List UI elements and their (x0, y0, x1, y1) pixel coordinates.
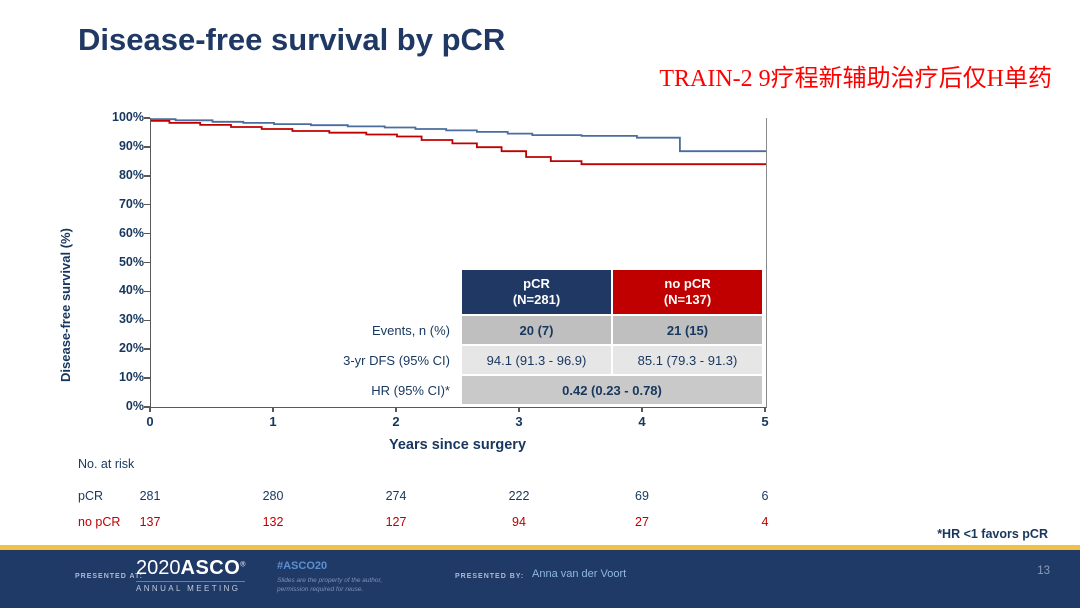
km-curve-pCR (151, 118, 766, 153)
asco-logo-reg: ® (240, 561, 246, 569)
asco-logo: 2020ASCO® ANNUAL MEETING (136, 557, 246, 593)
results-events-nopcr: 21 (15) (613, 316, 762, 344)
risk-value-no-pCR-yr1: 132 (262, 515, 284, 529)
results-row-dfs-label: 3-yr DFS (95% CI) (343, 352, 450, 368)
annotation-chinese: TRAIN-2 9疗程新辅助治疗后仅H单药 (659, 66, 1052, 92)
y-tick-label: 60% (118, 225, 144, 240)
results-header-nopcr-title: no pCR (664, 275, 711, 291)
risk-value-pCR-yr5: 6 (761, 489, 769, 503)
results-table: pCR (N=281) no pCR (N=137) Events, n (%)… (330, 270, 762, 404)
results-events-pcr: 20 (7) (462, 316, 611, 344)
y-tick-label: 50% (118, 254, 144, 269)
x-tick-label: 0 (146, 414, 154, 429)
risk-value-pCR-yr4: 69 (635, 489, 649, 503)
page-title: Disease-free survival by pCR (78, 22, 506, 57)
risk-value-pCR-yr0: 281 (139, 489, 161, 503)
risk-table-title: No. at risk (78, 457, 135, 471)
footer-disclaimer-line2: permission required for reuse. (277, 586, 364, 594)
results-header-nopcr: no pCR (N=137) (613, 270, 762, 314)
results-hr-value: 0.42 (0.23 - 0.78) (462, 376, 762, 404)
x-tick-label: 5 (761, 414, 769, 429)
risk-value-no-pCR-yr5: 4 (761, 515, 769, 529)
presenter-name: Anna van der Voort (532, 568, 627, 580)
footnote: *HR <1 favors pCR (937, 527, 1048, 541)
results-table-corner (330, 270, 460, 314)
asco-logo-name: ASCO (180, 557, 241, 579)
km-curves (151, 118, 766, 166)
y-tick-label: 90% (118, 138, 144, 153)
risk-value-pCR-yr2: 274 (385, 489, 407, 503)
y-tick-label: 70% (118, 196, 144, 211)
x-tick-label: 3 (515, 414, 523, 429)
y-tick-label: 10% (118, 370, 144, 385)
results-row-hr-label: HR (95% CI)* (371, 382, 450, 398)
results-header-pcr-n: (N=281) (512, 292, 561, 307)
x-axis-title: Years since surgery (388, 437, 527, 453)
results-header-nopcr-n: (N=137) (663, 292, 712, 307)
km-curve-no-pCR (151, 120, 766, 166)
asco-logo-year: 2020 (136, 557, 181, 579)
hashtag: #ASCO20 (277, 560, 328, 572)
asco-logo-line1: 2020ASCO® (136, 557, 245, 580)
results-dfs-pcr: 94.1 (91.3 - 96.9) (462, 346, 611, 374)
y-tick-label: 0% (125, 399, 144, 413)
risk-value-no-pCR-yr2: 127 (385, 515, 407, 529)
risk-row-label-pcr: pCR (78, 489, 104, 503)
page-number: 13 (1037, 565, 1050, 577)
risk-value-pCR-yr1: 280 (262, 489, 284, 503)
risk-row-label-nopcr: no pCR (78, 515, 121, 529)
footer-disclaimer: Slides are the property of the author, p… (277, 576, 382, 594)
risk-value-no-pCR-yr4: 27 (635, 515, 649, 529)
footer-bar: PRESENTED AT: 2020ASCO® ANNUAL MEETING #… (0, 545, 1080, 608)
risk-value-no-pCR-yr3: 94 (512, 515, 526, 529)
results-header-pcr-title: pCR (523, 275, 550, 291)
y-tick-label: 80% (118, 167, 144, 182)
results-dfs-nopcr: 85.1 (79.3 - 91.3) (613, 346, 762, 374)
risk-value-no-pCR-yr0: 137 (139, 515, 161, 529)
y-tick-label: 100% (112, 110, 144, 124)
x-tick-label: 4 (638, 414, 646, 429)
x-tick-label: 1 (269, 414, 277, 429)
y-tick-label: 40% (118, 283, 144, 298)
y-tick-label: 20% (118, 341, 144, 356)
presented-at-label: PRESENTED AT: (75, 573, 143, 580)
footer-disclaimer-line1: Slides are the property of the author, (277, 577, 383, 584)
results-header-pcr: pCR (N=281) (462, 270, 611, 314)
asco-logo-subtitle: ANNUAL MEETING (136, 581, 246, 593)
plot-area (150, 118, 767, 408)
risk-value-pCR-yr3: 222 (508, 489, 530, 503)
results-row-events-label: Events, n (%) (371, 322, 450, 338)
presented-by-label: PRESENTED BY: (455, 573, 525, 580)
x-tick-label: 2 (392, 414, 400, 429)
y-tick-label: 30% (118, 312, 144, 327)
